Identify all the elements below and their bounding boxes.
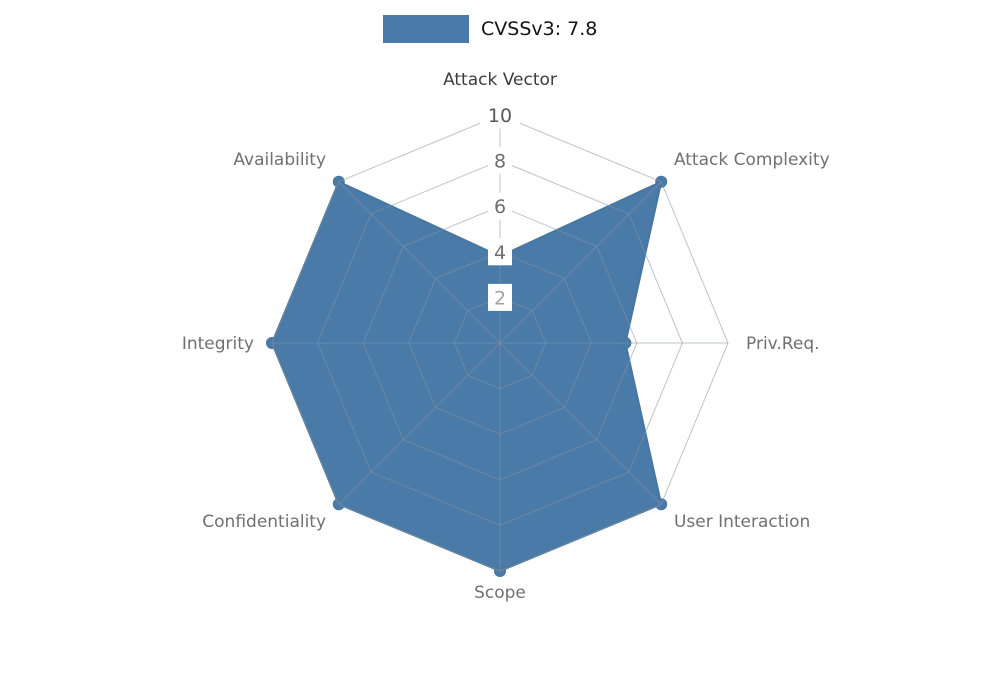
tick-label-10: 10 bbox=[488, 105, 512, 127]
axis-label-attack-complexity: Attack Complexity bbox=[674, 150, 830, 170]
grid-spoke bbox=[499, 342, 662, 505]
tick-label-4: 4 bbox=[494, 242, 506, 264]
tick-label-8: 8 bbox=[494, 151, 506, 173]
legend-swatch bbox=[383, 15, 469, 43]
tick-label-box bbox=[488, 283, 512, 311]
tick-label-2: 2 bbox=[494, 287, 506, 309]
axis-label-attack-vector: Attack Vector bbox=[443, 70, 557, 90]
axis-label-user-interaction: User Interaction bbox=[674, 512, 810, 532]
axis-label-priv-req: Priv.Req. bbox=[746, 334, 820, 354]
axis-label-confidentiality: Confidentiality bbox=[202, 512, 326, 532]
tick-label-box bbox=[488, 147, 512, 175]
tick-label-box bbox=[488, 238, 512, 266]
axis-label-integrity: Integrity bbox=[182, 334, 254, 354]
tick-label-box bbox=[488, 192, 512, 220]
tick-label-6: 6 bbox=[494, 196, 506, 218]
legend: CVSSv3: 7.8 bbox=[383, 15, 597, 43]
axis-label-availability: Availability bbox=[233, 150, 326, 170]
grid-spoke bbox=[499, 181, 662, 344]
tick-label-box bbox=[480, 101, 520, 129]
grid-spoke bbox=[338, 181, 501, 344]
legend-label: CVSSv3: 7.8 bbox=[481, 18, 598, 40]
grid-spoke bbox=[338, 342, 501, 505]
axis-label-scope: Scope bbox=[474, 583, 526, 603]
